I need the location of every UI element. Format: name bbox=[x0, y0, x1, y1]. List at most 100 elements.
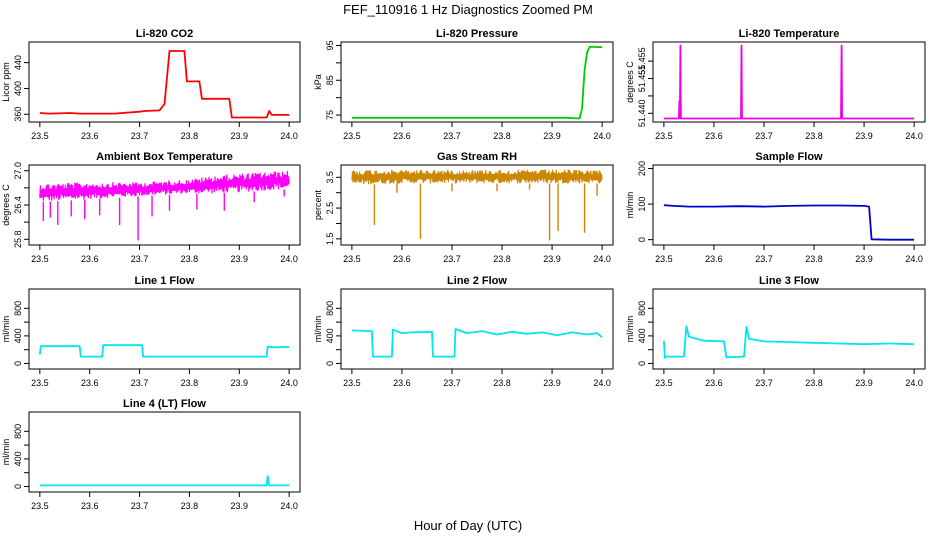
panel-title: Line 2 Flow bbox=[447, 275, 507, 287]
y-tick-label: 0 bbox=[13, 484, 23, 489]
x-tick-label: 23.5 bbox=[31, 254, 49, 264]
series-group bbox=[351, 46, 603, 120]
series-band bbox=[39, 170, 290, 201]
y-axis-label: Licor ppm bbox=[1, 62, 11, 102]
series-line bbox=[663, 44, 915, 120]
x-tick-label: 23.9 bbox=[855, 131, 873, 141]
y-tick-label: 51.440 bbox=[637, 100, 647, 128]
x-tick-label: 23.7 bbox=[131, 378, 149, 388]
x-tick-label: 23.5 bbox=[31, 501, 49, 511]
y-tick-label: 95 bbox=[325, 40, 335, 50]
y-tick-label: 400 bbox=[13, 328, 23, 343]
y-axis-label: degrees C bbox=[625, 61, 635, 103]
y-tick-label: 0 bbox=[637, 237, 647, 242]
y-tick-label: 400 bbox=[637, 328, 647, 343]
y-tick-label: 360 bbox=[13, 107, 23, 122]
x-tick-label: 23.7 bbox=[131, 131, 149, 141]
series-group bbox=[39, 475, 290, 487]
x-tick-label: 24.0 bbox=[593, 254, 611, 264]
panel-title: Li-820 CO2 bbox=[136, 28, 193, 40]
y-tick-label: 26.4 bbox=[13, 196, 23, 214]
x-tick-label: 23.6 bbox=[393, 254, 411, 264]
y-axis-label: ml/min bbox=[1, 316, 11, 343]
x-tick-label: 24.0 bbox=[280, 254, 298, 264]
panel-title: Line 1 Flow bbox=[135, 275, 195, 287]
chart-panel: Ambient Box Temperature 23.5 23.6 23.7 23.8 2… bbox=[1, 151, 301, 264]
panel-frame bbox=[340, 164, 614, 246]
y-tick-label: 800 bbox=[325, 301, 335, 316]
chart-panel: Line 2 Flow 23.5 23.6 23.7 23.8 23.9 24.0 0 400 8… bbox=[313, 275, 614, 388]
series-line bbox=[39, 50, 290, 119]
chart-panel: Line 4 (LT) Flow 23.5 23.6 23.7 23.8 23.9 24.0… bbox=[1, 398, 301, 511]
chart-panel: Gas Stream RH 23.5 23.6 23.7 23.8 23.9 24.0 1.5… bbox=[313, 151, 614, 264]
panel-frame bbox=[652, 41, 926, 123]
y-tick-label: 800 bbox=[13, 424, 23, 439]
series-line bbox=[663, 325, 915, 359]
y-axis-label: ml/min bbox=[625, 316, 635, 343]
panel-frame bbox=[28, 41, 301, 123]
series-group bbox=[351, 328, 603, 358]
chart-panel: Li-820 CO2 23.5 23.6 23.7 23.8 23.9 24.0 360 400… bbox=[1, 28, 301, 141]
panel-frame bbox=[340, 41, 614, 123]
y-tick-label: 2.5 bbox=[325, 202, 335, 215]
series-line bbox=[351, 46, 603, 120]
y-axis-label: ml/min bbox=[625, 192, 635, 219]
x-tick-label: 23.9 bbox=[231, 378, 249, 388]
chart-panel: Line 3 Flow 23.5 23.6 23.7 23.8 23.9 24.0 0 400 8… bbox=[625, 275, 926, 388]
x-tick-label: 23.6 bbox=[81, 131, 99, 141]
x-tick-label: 23.8 bbox=[493, 378, 511, 388]
y-tick-label: 51.455 bbox=[637, 65, 647, 93]
y-tick-label: 0 bbox=[325, 361, 335, 366]
series-group bbox=[663, 204, 915, 241]
y-tick-label: 3.5 bbox=[325, 171, 335, 184]
series-line bbox=[38, 344, 290, 358]
y-axis-label: ml/min bbox=[313, 316, 323, 343]
x-tick-label: 23.8 bbox=[181, 254, 199, 264]
series-group bbox=[39, 170, 290, 241]
panel-title: Gas Stream RH bbox=[437, 151, 517, 163]
series-band bbox=[351, 169, 603, 185]
x-tick-label: 23.6 bbox=[81, 254, 99, 264]
x-tick-label: 23.8 bbox=[181, 378, 199, 388]
y-tick-label: 800 bbox=[637, 301, 647, 316]
panel-frame bbox=[28, 288, 301, 370]
y-axis-label: kPa bbox=[313, 74, 323, 90]
x-tick-label: 23.9 bbox=[231, 254, 249, 264]
x-tick-label: 23.8 bbox=[805, 254, 823, 264]
y-tick-label: 25.8 bbox=[13, 231, 23, 249]
panel-frame bbox=[28, 411, 301, 493]
x-tick-label: 23.7 bbox=[755, 254, 773, 264]
x-axis-title: Hour of Day (UTC) bbox=[413, 518, 523, 533]
x-tick-label: 23.9 bbox=[543, 254, 561, 264]
panel-frame bbox=[652, 164, 926, 246]
x-tick-label: 23.5 bbox=[655, 131, 673, 141]
y-tick-label: 0 bbox=[13, 361, 23, 366]
x-tick-label: 24.0 bbox=[280, 131, 298, 141]
panel-title: Sample Flow bbox=[755, 151, 823, 163]
panel-frame bbox=[340, 288, 614, 370]
x-tick-label: 23.6 bbox=[81, 378, 99, 388]
y-tick-label: 0 bbox=[637, 361, 647, 366]
x-tick-label: 23.6 bbox=[705, 131, 723, 141]
y-tick-label: 400 bbox=[325, 328, 335, 343]
x-tick-label: 24.0 bbox=[280, 501, 298, 511]
x-tick-label: 23.5 bbox=[343, 378, 361, 388]
x-tick-label: 23.5 bbox=[343, 254, 361, 264]
series-group bbox=[663, 44, 915, 120]
x-tick-label: 23.9 bbox=[231, 131, 249, 141]
x-tick-label: 23.5 bbox=[655, 378, 673, 388]
x-tick-label: 23.7 bbox=[443, 378, 461, 388]
y-tick-label: 85 bbox=[325, 75, 335, 85]
x-tick-label: 24.0 bbox=[280, 378, 298, 388]
x-tick-label: 23.7 bbox=[131, 254, 149, 264]
x-tick-label: 23.9 bbox=[543, 378, 561, 388]
panel-title: Li-820 Pressure bbox=[436, 28, 518, 40]
series-group bbox=[38, 344, 290, 358]
x-tick-label: 24.0 bbox=[905, 254, 923, 264]
y-tick-label: 800 bbox=[13, 301, 23, 316]
x-tick-label: 24.0 bbox=[905, 378, 923, 388]
x-tick-label: 23.6 bbox=[705, 254, 723, 264]
y-axis-label: percent bbox=[313, 189, 323, 220]
x-tick-label: 23.7 bbox=[443, 254, 461, 264]
